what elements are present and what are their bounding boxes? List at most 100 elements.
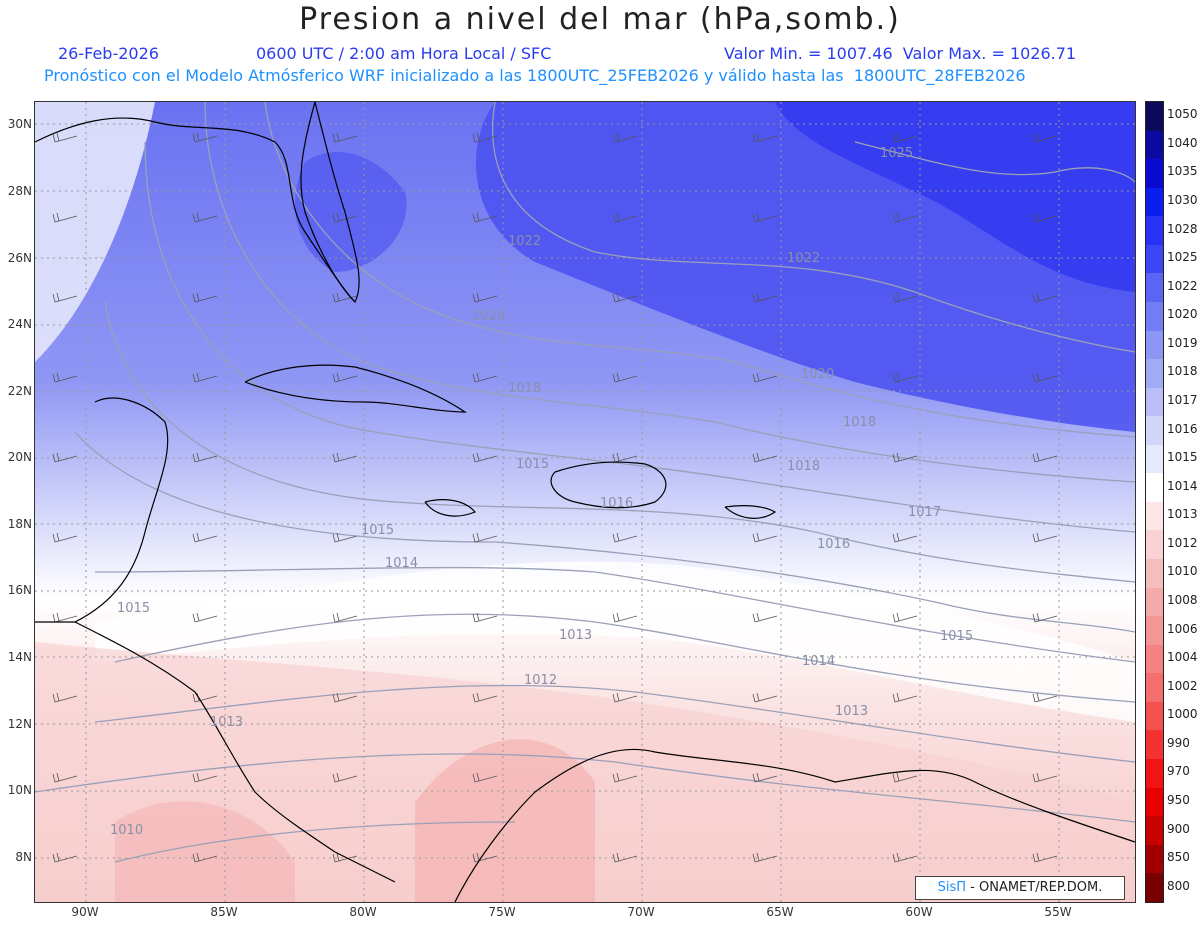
lat-label: 26N: [7, 251, 32, 265]
florida-high-area: [295, 152, 407, 272]
colorbar-label: 1013: [1167, 507, 1198, 522]
low-pressure-core: [415, 739, 595, 902]
contour-labels: 1025 1022 1022 1020 1020 1018 1018 1018 …: [110, 146, 973, 838]
colorbar-swatch: [1146, 587, 1163, 617]
lat-label: 30N: [7, 117, 32, 131]
valid-date: 26-Feb-2026: [58, 44, 159, 63]
forecast-description: Pronóstico con el Modelo Atmósferico WRF…: [44, 66, 1026, 85]
colorbar-swatch: [1146, 301, 1163, 331]
lon-label: 55W: [1044, 905, 1072, 919]
colorbar-label: 1000: [1167, 707, 1198, 722]
colorbar-swatch: [1146, 730, 1163, 759]
colorbar-swatch: [1146, 273, 1163, 302]
contour-label: 1018: [843, 415, 876, 430]
colorbar-label: 1014: [1167, 478, 1198, 493]
contour-label: 1020: [801, 367, 834, 382]
coast-yucatan: [35, 397, 169, 623]
lon-label: 80W: [349, 905, 377, 919]
colorbar-swatch: [1146, 473, 1163, 502]
colorbar-label: 1025: [1167, 250, 1198, 265]
contour-label: 1014: [385, 556, 418, 571]
colorbar-label: 1030: [1167, 193, 1198, 207]
colorbar-label: 990: [1167, 735, 1190, 750]
colorbar-label: 1017: [1167, 393, 1198, 407]
contour-label: 1015: [117, 601, 150, 616]
contour-label: 1016: [600, 496, 633, 511]
colorbar-label: 1050: [1167, 107, 1198, 122]
low-pressure-southwest: [115, 801, 295, 902]
lat-label: 22N: [7, 384, 32, 398]
colorbar-label: 1016: [1167, 421, 1198, 436]
colorbar-swatch: [1146, 416, 1163, 445]
coast-hispaniola: [550, 461, 667, 509]
min-max-values: Valor Min. = 1007.46 Valor Max. = 1026.7…: [724, 44, 1077, 63]
contour-label: 1018: [787, 459, 820, 474]
colorbar-swatch: [1146, 387, 1163, 417]
coast-central-america: [74, 621, 396, 883]
colorbar-swatch: [1146, 844, 1163, 874]
colorbar-swatch: [1146, 644, 1163, 674]
colorbar-label: 1008: [1167, 593, 1198, 607]
colorbar-swatch: [1146, 330, 1163, 360]
colorbar-label: 1002: [1167, 678, 1198, 693]
colorbar-swatch: [1146, 501, 1163, 531]
colorbar-label: 950: [1167, 793, 1190, 807]
contour-label: 1015: [940, 629, 973, 644]
contour-label: 1012: [524, 673, 557, 688]
colorbar-label: 800: [1167, 878, 1190, 893]
graticule: [35, 102, 1135, 902]
colorbar-swatch: [1146, 816, 1163, 845]
colorbar-label: 850: [1167, 850, 1190, 865]
colorbar-swatch: [1146, 159, 1163, 188]
credit-text: - ONAMET/REP.DOM.: [966, 880, 1103, 895]
colorbar-swatch: [1146, 244, 1163, 274]
coast-south-america: [454, 748, 1135, 902]
colorbar-label: 900: [1167, 821, 1190, 836]
coast-jamaica: [424, 499, 476, 517]
coast-florida: [300, 102, 360, 304]
contour-label: 1020: [472, 309, 505, 324]
colorbar-label: 1012: [1167, 535, 1198, 550]
lat-label: 24N: [7, 317, 32, 331]
lon-label: 85W: [210, 905, 238, 919]
lon-label: 70W: [627, 905, 655, 919]
colorbar-swatch: [1146, 559, 1163, 588]
colorbar-swatch: [1146, 216, 1163, 245]
contour-label: 1014: [802, 654, 835, 669]
valid-time: 0600 UTC / 2:00 am Hora Local / SFC: [256, 44, 552, 63]
lat-label: 28N: [7, 184, 32, 198]
lon-label: 65W: [766, 905, 794, 919]
contour-label: 1022: [787, 251, 820, 266]
colorbar-label: 1006: [1167, 621, 1198, 636]
map-title: Presion a nivel del mar (hPa,somb.): [299, 2, 901, 37]
contour-label: 1016: [817, 537, 850, 552]
high-pressure-core: [775, 102, 1135, 292]
contour-label: 1013: [210, 715, 243, 730]
colorbar-label: 970: [1167, 764, 1190, 779]
colorbar-swatch: [1146, 359, 1163, 388]
colorbar-label: 1035: [1167, 164, 1198, 179]
lat-label: 8N: [15, 850, 32, 864]
colorbar-label: 1019: [1167, 335, 1198, 350]
contour-label: 1013: [835, 704, 868, 719]
coast-puerto-rico: [724, 505, 777, 519]
colorbar-swatch: [1146, 787, 1163, 817]
colorbar-label: 1028: [1167, 221, 1198, 236]
colorbar-swatch: [1146, 758, 1163, 788]
colorbar-label: 1015: [1167, 450, 1198, 465]
contour-label: 1022: [508, 234, 541, 249]
colorbar-swatch: [1146, 102, 1163, 131]
coastlines: [35, 102, 1135, 902]
colorbar: [1145, 101, 1164, 903]
contour-label: 1013: [559, 628, 592, 643]
credit-box: SisΠ - ONAMET/REP.DOM.: [915, 876, 1125, 900]
colorbar-label: 1004: [1167, 650, 1198, 665]
colorbar-swatch: [1146, 444, 1163, 474]
coast-cuba: [244, 364, 467, 413]
pressure-map: 1025 1022 1022 1020 1020 1018 1018 1018 …: [34, 101, 1136, 903]
contour-label: 1018: [508, 381, 541, 396]
contour-label: 1015: [516, 457, 549, 472]
lon-label: 75W: [488, 905, 516, 919]
contour-label: 1025: [880, 146, 913, 161]
colorbar-swatch: [1146, 701, 1163, 731]
